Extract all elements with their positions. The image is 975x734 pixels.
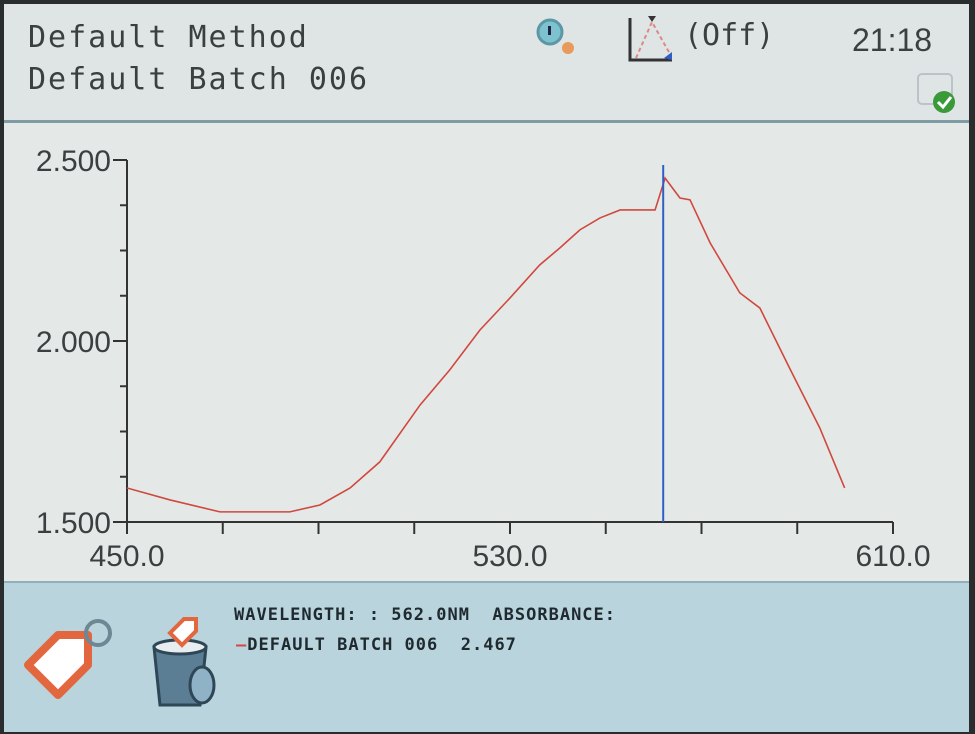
spectrum-chart[interactable]: 1.500 2.000 2.500 450.0 530.0 610.0 bbox=[4, 123, 969, 581]
magnifier-icon[interactable] bbox=[532, 14, 582, 60]
series-name: DEFAULT BATCH 006 bbox=[247, 635, 439, 655]
series-legend-swatch: — bbox=[236, 635, 248, 655]
footer: WAVELENGTH: : 562.0NM ABSORBANCE: —DEFAU… bbox=[4, 581, 969, 732]
wavelength-readout: WAVELENGTH: : 562.0NM bbox=[234, 605, 470, 625]
method-name: Default Method bbox=[28, 20, 309, 55]
x-tick-label: 450.0 bbox=[89, 540, 164, 573]
header: Default Method Default Batch 006 (Off) 2… bbox=[4, 4, 969, 123]
peak-triangle-icon[interactable] bbox=[624, 14, 682, 66]
tag-icon[interactable] bbox=[18, 613, 118, 703]
absorbance-label: ABSORBANCE: bbox=[492, 605, 617, 625]
cursor-readout: WAVELENGTH: : 562.0NM ABSORBANCE: bbox=[234, 605, 616, 625]
trash-bin-icon[interactable] bbox=[144, 613, 224, 713]
clock: 21:18 bbox=[852, 22, 933, 58]
series-readout: —DEFAULT BATCH 006 2.467 bbox=[236, 635, 517, 655]
storage-ok-icon bbox=[917, 73, 955, 113]
x-tick-label: 530.0 bbox=[472, 540, 547, 573]
peak-pick-status: (Off) bbox=[684, 18, 775, 53]
y-tick-label: 2.000 bbox=[36, 326, 111, 359]
batch-name: Default Batch 006 bbox=[28, 62, 370, 97]
y-tick-label: 1.500 bbox=[36, 507, 111, 540]
y-tick-label: 2.500 bbox=[36, 145, 111, 178]
instrument-screen: Default Method Default Batch 006 (Off) 2… bbox=[4, 4, 969, 732]
spectrum-line bbox=[126, 176, 846, 513]
x-tick-label: 610.0 bbox=[855, 540, 930, 573]
series-absorbance-value: 2.467 bbox=[460, 635, 517, 655]
